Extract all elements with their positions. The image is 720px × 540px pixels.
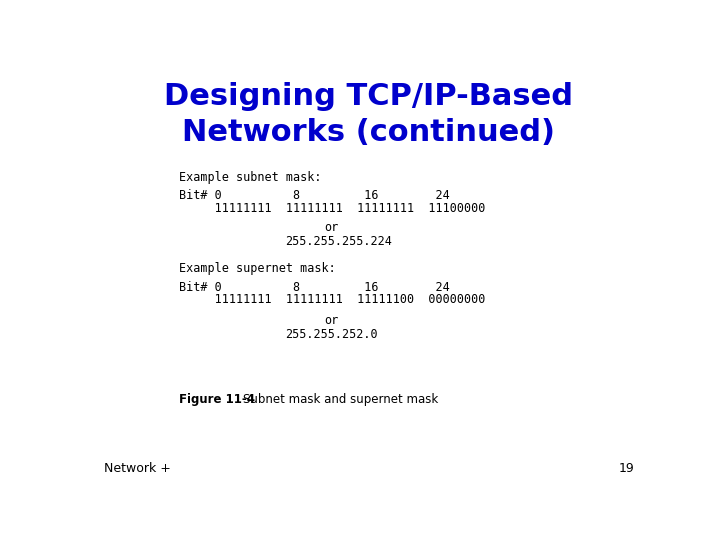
Text: Figure 11-4: Figure 11-4 — [179, 393, 256, 406]
Text: 255.255.252.0: 255.255.252.0 — [285, 328, 378, 341]
Text: Designing TCP/IP-Based
Networks (continued): Designing TCP/IP-Based Networks (continu… — [164, 82, 574, 147]
Text: or: or — [324, 221, 338, 234]
Text: 11111111  11111111  11111111  11100000: 11111111 11111111 11111111 11100000 — [179, 202, 486, 215]
Text: or: or — [324, 314, 338, 327]
Text: Bit# 0          8         16        24: Bit# 0 8 16 24 — [179, 190, 450, 202]
Text: Example supernet mask:: Example supernet mask: — [179, 262, 336, 275]
Text: Bit# 0          8         16        24: Bit# 0 8 16 24 — [179, 281, 450, 294]
Text: 19: 19 — [618, 462, 634, 475]
Text: 11111111  11111111  11111100  00000000: 11111111 11111111 11111100 00000000 — [179, 293, 486, 306]
Text: 255.255.255.224: 255.255.255.224 — [285, 235, 392, 248]
Text: Example subnet mask:: Example subnet mask: — [179, 171, 322, 184]
Text: Network +: Network + — [104, 462, 171, 475]
Text: Subnet mask and supernet mask: Subnet mask and supernet mask — [243, 393, 438, 406]
